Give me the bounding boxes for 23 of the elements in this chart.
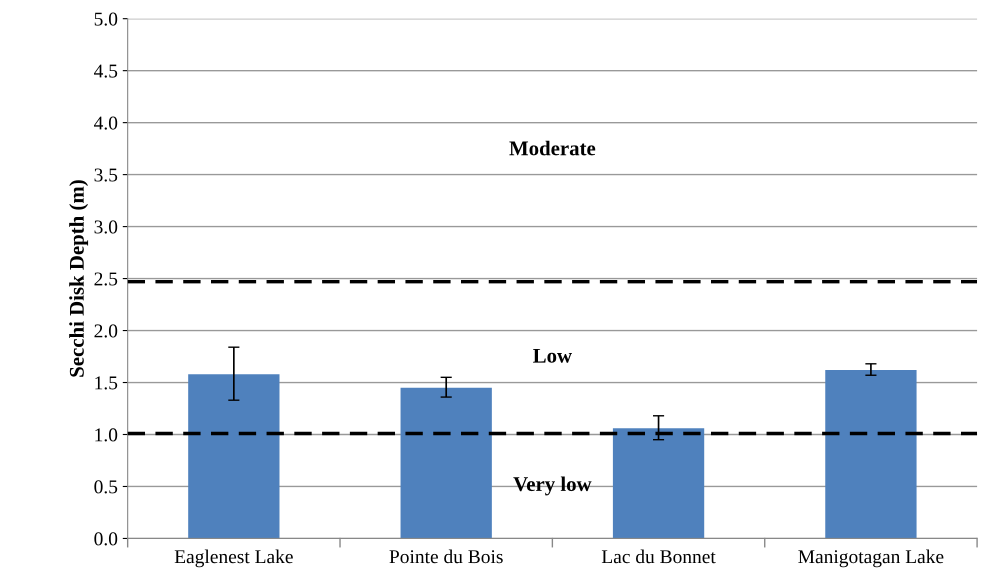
x-tick-label: Manigotagan Lake — [798, 550, 944, 568]
annotation: Very low — [513, 476, 592, 496]
y-axis-title: Secchi Disk Depth (m) — [69, 180, 88, 377]
y-tick-label: 3.5 — [94, 168, 118, 182]
bar — [612, 428, 704, 538]
y-tick-label: 0.5 — [94, 480, 118, 494]
y-tick-label: 2.0 — [94, 324, 118, 338]
y-tick-label: 3.0 — [94, 220, 118, 234]
y-tick-label: 4.0 — [94, 116, 118, 130]
bar — [188, 374, 280, 538]
y-tick-label: 0.0 — [94, 532, 118, 546]
y-tick-label: 2.5 — [94, 272, 118, 286]
y-tick-label: 1.0 — [95, 428, 118, 442]
y-tick-label: 4.5 — [94, 64, 118, 78]
annotation: Low — [533, 348, 572, 363]
bar — [400, 388, 492, 538]
y-tick-label: 5.0 — [94, 12, 118, 26]
bar — [825, 370, 917, 538]
x-tick-label: Eaglenest Lake — [174, 550, 293, 568]
y-tick-label: 1.5 — [95, 376, 118, 390]
x-tick-label: Pointe du Bois — [389, 550, 503, 564]
x-tick-label: Lac du Bonnet — [602, 550, 716, 564]
annotation: Moderate — [509, 140, 596, 156]
